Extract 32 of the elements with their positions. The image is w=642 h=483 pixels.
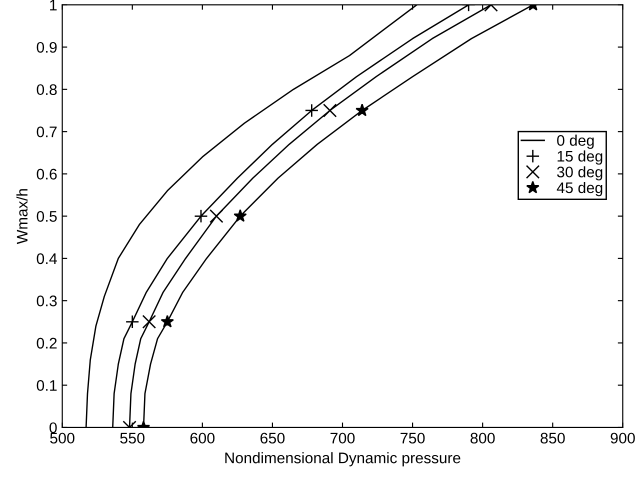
y-tick-label: 0.8 xyxy=(36,84,57,96)
legend-label: 0 deg xyxy=(557,134,594,149)
x-tick-label: 500 xyxy=(50,432,74,444)
y-tick-label: 0.3 xyxy=(36,296,57,306)
point xyxy=(194,209,208,224)
x-tick-label: 550 xyxy=(120,432,144,444)
y-tick-label: 0.2 xyxy=(36,338,57,349)
y-axis-title: Wmax/h xyxy=(16,189,28,244)
y-tick-label: 0.1 xyxy=(36,380,57,391)
y-tick-label: 1 xyxy=(50,0,57,10)
point xyxy=(304,104,319,118)
point xyxy=(209,209,224,224)
x-tick-label: 800 xyxy=(470,432,495,444)
y-tick-label: 0.9 xyxy=(36,42,57,53)
legend-label: 15 deg xyxy=(558,150,602,165)
legend-label: 45 deg xyxy=(556,182,602,196)
x-tick-label: 900 xyxy=(610,432,635,444)
x-tick-label: 750 xyxy=(400,432,425,444)
x-axis-title: Nondimensional Dynamic pressure xyxy=(225,452,460,466)
x-tick-label: 600 xyxy=(190,432,215,444)
legend-label: 30 deg xyxy=(557,166,602,180)
y-tick-label: 0.6 xyxy=(36,168,57,180)
y-tick-label: 0 xyxy=(50,422,57,434)
y-tick-label: 0.4 xyxy=(36,253,57,264)
y-tick-label: 0.7 xyxy=(36,126,57,138)
x-tick-label: 650 xyxy=(260,432,285,444)
point xyxy=(160,314,174,328)
x-tick-label: 700 xyxy=(330,432,355,444)
point xyxy=(234,209,247,222)
y-tick-label: 0.5 xyxy=(36,211,57,222)
point xyxy=(322,104,337,118)
x-tick-label: 850 xyxy=(540,432,565,444)
